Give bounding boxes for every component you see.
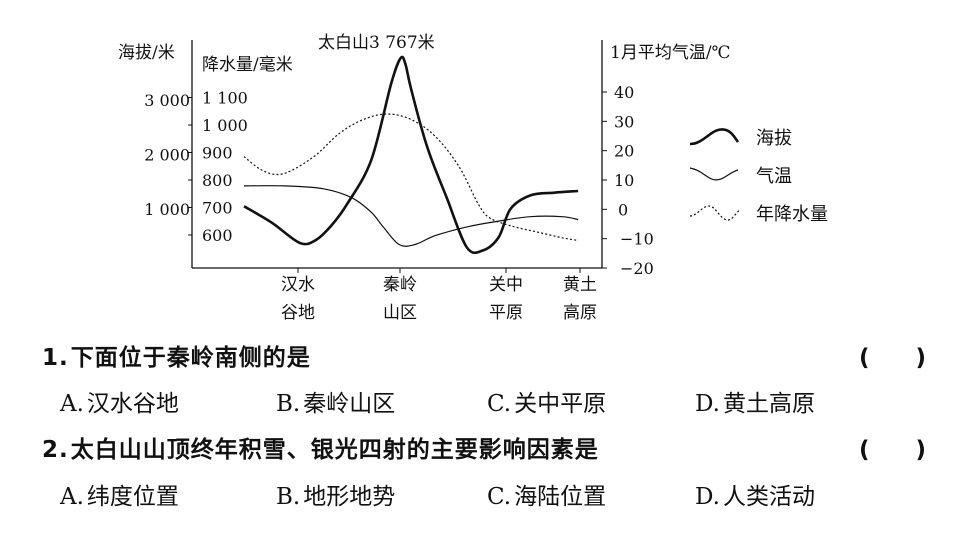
option-letter: B. — [276, 391, 301, 417]
question-1-options: A. 汉水谷地 B. 秦岭山区 C. 关中平原 D. 黄土高原 — [60, 384, 920, 418]
temperature-tick-label: 30 — [614, 112, 634, 131]
precipitation-legend-swatch — [689, 205, 741, 221]
temperature-tick-label: −20 — [620, 259, 654, 278]
question-number: 2. — [42, 437, 69, 463]
region-label: 山区 — [383, 303, 417, 323]
precipitation-tick-label: 800 — [202, 171, 233, 190]
option-letter: C. — [487, 391, 512, 417]
option-b[interactable]: B. 秦岭山区 — [276, 384, 395, 418]
option-c[interactable]: C. 海陆位置 — [487, 477, 606, 511]
temperature-legend-swatch — [689, 167, 739, 181]
region-label: 关中 — [489, 275, 523, 295]
elevation-series-line — [243, 55, 579, 255]
region-label: 平原 — [489, 303, 523, 323]
region-label: 秦岭 — [383, 275, 417, 295]
precipitation-legend-label: 年降水量 — [756, 204, 828, 225]
option-letter: A. — [60, 391, 84, 417]
option-a[interactable]: A. 纬度位置 — [60, 477, 179, 511]
option-letter: A. — [60, 484, 84, 510]
precipitation-axis-label: 降水量/毫米 — [202, 55, 293, 75]
elevation-tick-label: 1 000 — [144, 200, 190, 219]
option-letter: D. — [695, 391, 720, 417]
option-c[interactable]: C. 关中平原 — [487, 384, 606, 418]
temperature-tick-label: 40 — [614, 83, 634, 102]
option-d[interactable]: D. 黄土高原 — [695, 384, 815, 418]
option-text: 人类活动 — [722, 484, 815, 510]
elevation-legend-label: 海拔 — [756, 128, 792, 149]
precipitation-tick-label: 1 100 — [202, 89, 248, 108]
option-a[interactable]: A. 汉水谷地 — [60, 384, 179, 418]
question-1: 1.下面位于秦岭南侧的是 — [42, 338, 311, 372]
option-d[interactable]: D. 人类活动 — [695, 477, 815, 511]
option-text: 秦岭山区 — [303, 391, 396, 417]
question-2-options: A. 纬度位置 B. 地形地势 C. 海陆位置 D. 人类活动 — [60, 477, 920, 511]
elevation-tick-label: 3 000 — [144, 91, 190, 110]
option-text: 汉水谷地 — [86, 391, 179, 417]
option-letter: C. — [487, 484, 512, 510]
option-letter: B. — [276, 484, 301, 510]
precipitation-tick-label: 1 000 — [202, 116, 248, 135]
region-label: 高原 — [563, 303, 597, 323]
option-letter: D. — [695, 484, 720, 510]
region-label: 汉水 — [281, 275, 315, 295]
question-2: 2.太白山山顶终年积雪、银光四射的主要影响因素是 — [42, 430, 599, 464]
option-text: 关中平原 — [514, 391, 607, 417]
temperature-tick-label: 0 — [618, 200, 628, 219]
precipitation-tick-label: 700 — [202, 199, 233, 218]
temperature-tick-label: −10 — [620, 230, 654, 249]
option-text: 海陆位置 — [514, 484, 607, 510]
elevation-axis-label: 海拔/米 — [118, 43, 175, 63]
elevation-tick-label: 2 000 — [144, 145, 190, 164]
question-text: 太白山山顶终年积雪、银光四射的主要影响因素是 — [70, 437, 599, 463]
option-b[interactable]: B. 地形地势 — [276, 477, 395, 511]
option-text: 纬度位置 — [86, 484, 179, 510]
precipitation-tick-label: 900 — [202, 144, 233, 163]
temperature-series-line — [243, 185, 579, 247]
precipitation-series-line — [243, 113, 579, 242]
region-label: 黄土 — [563, 275, 597, 295]
plot-area: 1 000 2 000 3 000 600 700 800 900 1 000 1 100 −20… — [144, 40, 654, 323]
question-number: 1. — [42, 345, 69, 371]
elevation-legend-swatch — [689, 128, 740, 146]
peak-annotation: 太白山3 767米 — [318, 33, 435, 53]
temperature-tick-label: 20 — [614, 142, 634, 161]
question-text: 下面位于秦岭南侧的是 — [70, 345, 311, 371]
temperature-tick-label: 10 — [614, 171, 634, 190]
climate-profile-chart: 海拔/米 降水量/毫米 1月平均气温/℃ 太白山3 767米 1 000 2 00… — [118, 33, 828, 323]
option-text: 黄土高原 — [722, 391, 815, 417]
option-text: 地形地势 — [303, 484, 396, 510]
region-label: 谷地 — [281, 303, 315, 323]
answer-blank[interactable]: ( ) — [858, 437, 926, 463]
answer-blank[interactable]: ( ) — [858, 345, 926, 371]
temperature-legend-label: 气温 — [756, 166, 792, 187]
precipitation-tick-label: 600 — [202, 226, 233, 245]
temperature-axis-label: 1月平均气温/℃ — [610, 43, 731, 63]
